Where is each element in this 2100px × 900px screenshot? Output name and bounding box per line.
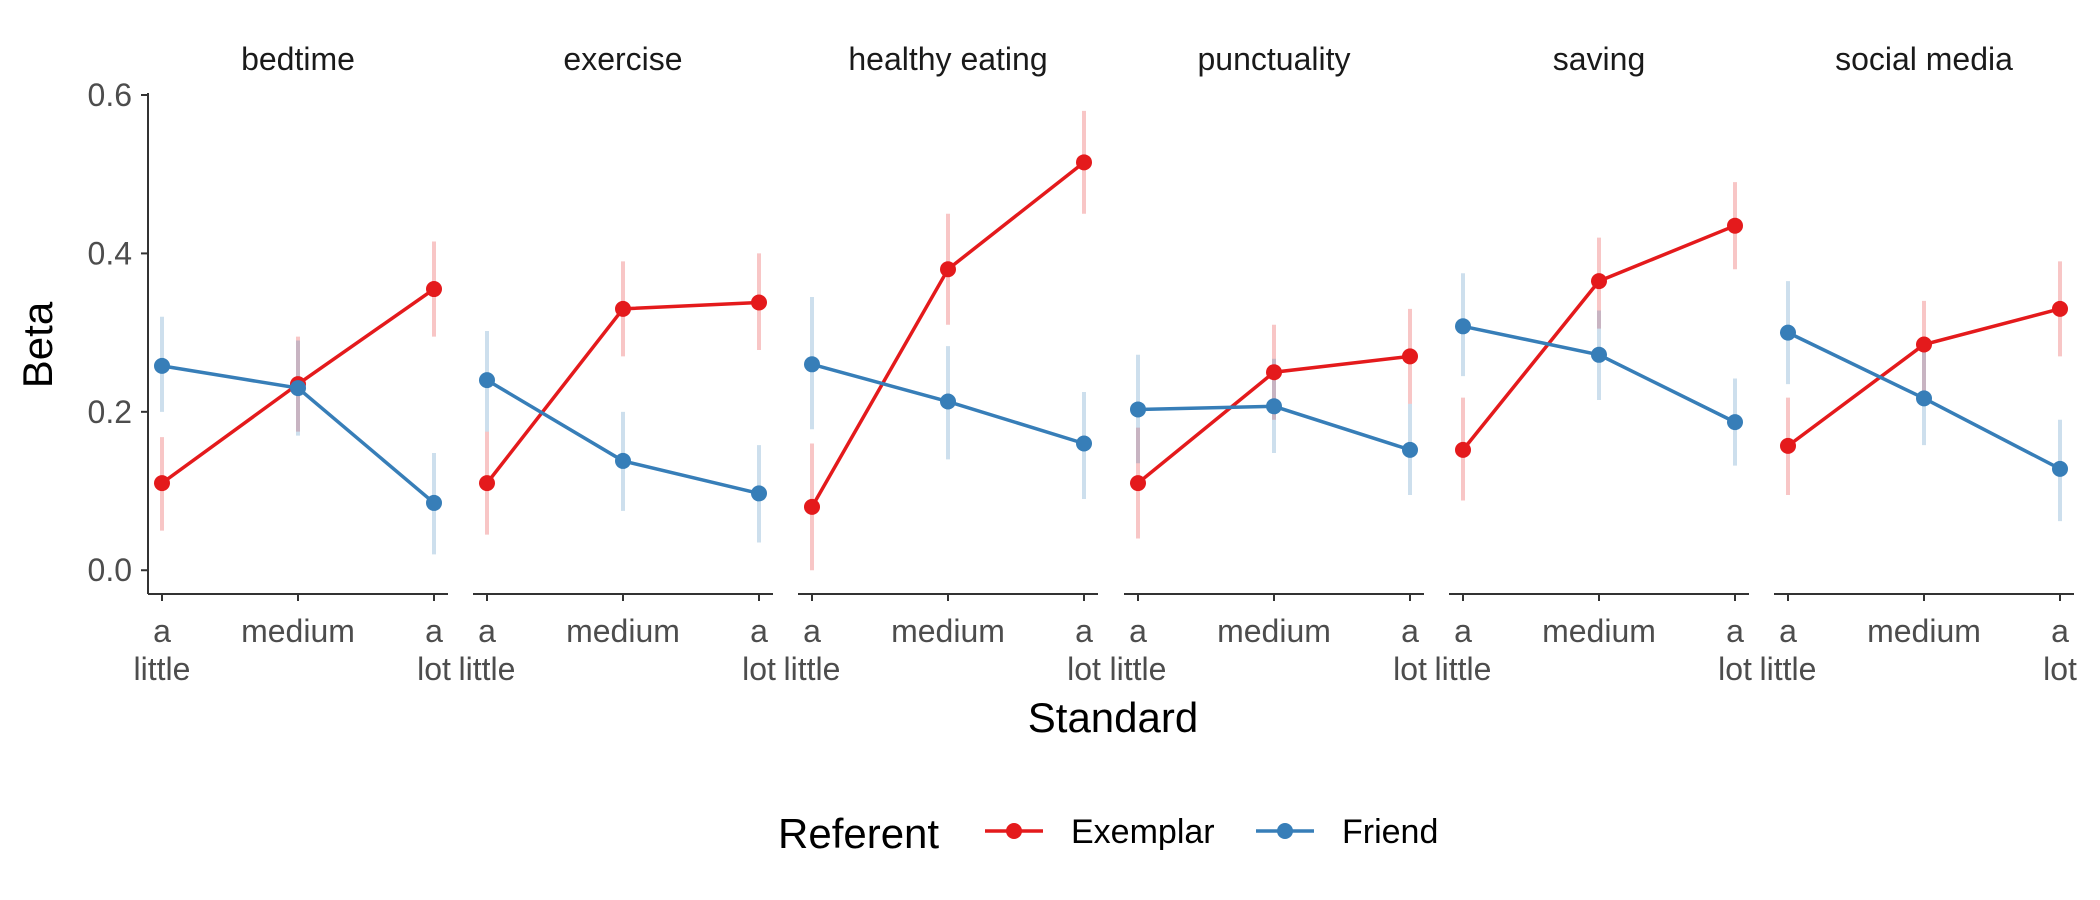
facet-panel: punctuality a little medium a lot: [1110, 41, 1427, 687]
x-tick-label: medium: [891, 613, 1005, 649]
data-point: [804, 356, 820, 373]
data-point: [751, 294, 767, 311]
data-point: [290, 380, 306, 397]
data-point: [1455, 318, 1471, 335]
data-point: [1076, 154, 1092, 171]
data-point: [2052, 460, 2068, 477]
data-point: [1916, 336, 1932, 353]
facet-panel: healthy eating a little medium a lot: [784, 41, 1101, 687]
facet-panel: saving a little medium a lot: [1435, 41, 1752, 687]
data-point: [1130, 401, 1146, 418]
legend: Referent Exemplar Friend: [778, 810, 1438, 857]
y-tick-label: 0.0: [88, 552, 132, 588]
legend-item: Exemplar: [985, 813, 1215, 851]
x-axis-title: Standard: [1028, 694, 1198, 741]
data-point: [479, 372, 495, 389]
data-point: [426, 281, 442, 298]
x-tick-label: medium: [241, 613, 355, 649]
data-point: [1402, 348, 1418, 365]
y-tick-label: 0.4: [88, 235, 132, 271]
data-point: [1591, 346, 1607, 363]
data-point: [1130, 475, 1146, 492]
data-point: [1780, 437, 1796, 454]
y-axis: 0.0 0.2 0.4 0.6: [88, 77, 149, 594]
y-tick-label: 0.6: [88, 77, 132, 113]
data-point: [1727, 217, 1743, 234]
legend-title: Referent: [778, 810, 939, 857]
x-tick-label: a lot: [1393, 613, 1427, 687]
data-point: [426, 494, 442, 511]
x-tick-label: a little: [1110, 613, 1167, 687]
x-tick-label: medium: [1867, 613, 1981, 649]
data-point: [751, 485, 767, 502]
data-point: [479, 475, 495, 492]
facet-panel: social media a little medium a lot: [1760, 41, 2077, 687]
data-point: [615, 452, 631, 469]
data-point: [1266, 364, 1282, 381]
legend-label: Exemplar: [1071, 813, 1215, 851]
x-tick-label: a lot: [2043, 613, 2077, 687]
x-tick-label: a lot: [1718, 613, 1752, 687]
data-point: [615, 300, 631, 317]
data-point: [1076, 435, 1092, 452]
legend-label: Friend: [1342, 813, 1438, 851]
facet-panel: exercise a little medium a lot: [459, 41, 776, 687]
data-point: [154, 475, 170, 492]
facet-title: bedtime: [241, 41, 355, 77]
x-tick-label: medium: [1542, 613, 1656, 649]
x-tick-label: a lot: [417, 613, 451, 687]
data-point: [154, 357, 170, 374]
data-point: [940, 393, 956, 410]
data-point: [940, 261, 956, 278]
x-tick-label: a little: [1760, 613, 1817, 687]
data-point: [1916, 390, 1932, 407]
data-point: [1455, 441, 1471, 458]
data-point: [1591, 273, 1607, 290]
legend-items: Exemplar Friend: [985, 813, 1438, 851]
legend-marker: [1277, 823, 1293, 839]
x-tick-label: a little: [134, 613, 191, 687]
facet-title: punctuality: [1198, 41, 1351, 77]
legend-marker: [1006, 823, 1022, 839]
x-tick-label: medium: [566, 613, 680, 649]
data-point: [1780, 324, 1796, 341]
legend-item: Friend: [1256, 813, 1438, 851]
facet-title: exercise: [563, 41, 682, 77]
facet-title: social media: [1835, 41, 2013, 77]
data-point: [1402, 441, 1418, 458]
data-point: [1727, 414, 1743, 431]
y-axis-title: Beta: [14, 301, 61, 388]
x-tick-label: a little: [1435, 613, 1492, 687]
facet-panel: bedtime a little medium a lot: [134, 41, 451, 687]
data-point: [2052, 300, 2068, 317]
y-tick-label: 0.2: [88, 394, 132, 430]
x-tick-label: medium: [1217, 613, 1331, 649]
x-tick-label: a little: [784, 613, 841, 687]
x-tick-label: a lot: [742, 613, 776, 687]
x-tick-label: a lot: [1067, 613, 1101, 687]
data-point: [1266, 398, 1282, 415]
facet-title: healthy eating: [848, 41, 1047, 77]
data-point: [804, 498, 820, 515]
facet-panels: bedtime a little medium a lot exercise a little m…: [134, 41, 2077, 687]
x-tick-label: a little: [459, 613, 516, 687]
facet-title: saving: [1553, 41, 1646, 77]
